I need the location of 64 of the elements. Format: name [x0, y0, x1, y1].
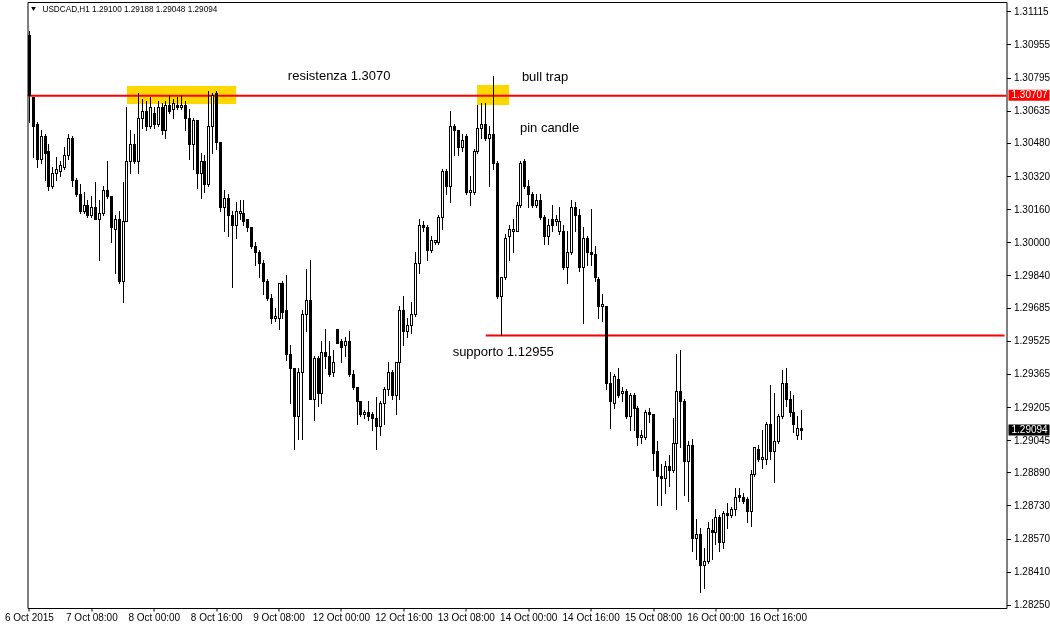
y-tick-label: 1.28890 [1014, 466, 1050, 478]
chart-title: USDCAD,H1 1.29100 1.29188 1.29048 1.29094 [42, 5, 218, 14]
y-tick-label: 1.29525 [1014, 335, 1050, 347]
x-tick-label: 14 Oct 16:00 [562, 611, 621, 623]
candlestick [102, 185, 106, 216]
x-tick-label: 9 Oct 08:00 [253, 611, 306, 623]
candlestick [456, 129, 460, 156]
y-tick-label: 1.28250 [1014, 599, 1050, 611]
candlestick [628, 393, 632, 432]
y-tick-label: 1.29840 [1014, 269, 1050, 281]
candlestick [144, 100, 148, 131]
candlestick [90, 196, 94, 218]
candlestick [156, 100, 160, 127]
y-tick-label: 1.29045 [1014, 434, 1050, 446]
candlestick [425, 225, 429, 262]
candlestick [367, 401, 371, 421]
x-tick-label: 13 Oct 08:00 [437, 611, 496, 623]
x-tick-label: 16 Oct 16:00 [749, 611, 808, 623]
candlestick [152, 107, 156, 129]
x-tick-label: 12 Oct 00:00 [312, 611, 371, 623]
y-tick-label: 1.28730 [1014, 499, 1050, 511]
x-tick-label: 7 Oct 08:00 [66, 611, 119, 623]
x-tick-label: 8 Oct 00:00 [128, 611, 181, 623]
y-tick-label: 1.28410 [1014, 566, 1050, 578]
candlestick [772, 393, 776, 484]
y-tick-label: 1.28570 [1014, 533, 1050, 545]
y-tick-label: 1.29685 [1014, 302, 1050, 314]
x-tick-label: 8 Oct 16:00 [190, 611, 243, 623]
y-tick-label: 1.29205 [1014, 401, 1050, 413]
candlestick [234, 202, 238, 239]
y-tick-label: 1.30160 [1014, 203, 1050, 215]
y-tick-label: 1.30635 [1014, 105, 1050, 117]
y-tick-label: 1.30320 [1014, 170, 1050, 182]
x-tick-label: 14 Oct 00:00 [500, 611, 558, 623]
series-label: supporto 1.12955 [452, 343, 554, 359]
candlestick [172, 98, 176, 119]
x-tick-label: 12 Oct 16:00 [375, 611, 433, 623]
candlestick [82, 192, 86, 214]
candlestick [78, 183, 82, 214]
y-tick-label: 1.30795 [1014, 72, 1050, 84]
x-tick-label: 16 Oct 00:00 [687, 611, 745, 623]
annotation: bull trap [521, 69, 569, 84]
candlestick [375, 397, 379, 451]
candlestick [160, 103, 164, 136]
y-tick-label: 1.30480 [1014, 137, 1050, 149]
y-tick-label: 1.30955 [1014, 38, 1050, 50]
candlestick [258, 250, 262, 279]
candlestick [242, 200, 246, 227]
candlestick [488, 125, 492, 187]
annotation: pin candle [519, 120, 580, 135]
y-tick-label: 1.30000 [1014, 236, 1050, 248]
annotation: resistenza 1.3070 [287, 68, 391, 83]
x-tick-label: 6 Oct 2015 [4, 611, 55, 623]
candlestick [226, 194, 230, 237]
candlestick [484, 103, 488, 142]
y-tick-label: 1.31115 [1014, 5, 1050, 17]
candlestick [148, 96, 152, 129]
x-tick-label: 15 Oct 08:00 [624, 611, 683, 623]
candlestick [710, 519, 714, 560]
candlestick [94, 181, 98, 221]
candlestick [800, 410, 804, 441]
y-tick-label: 1.29365 [1014, 368, 1050, 380]
candlestick [332, 349, 336, 378]
candlestick [371, 411, 375, 432]
